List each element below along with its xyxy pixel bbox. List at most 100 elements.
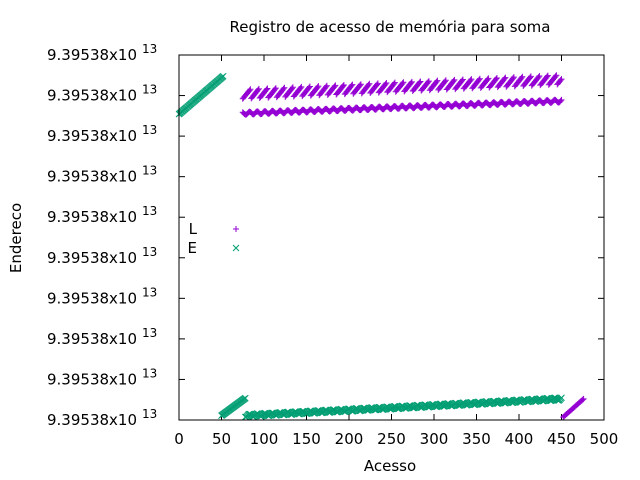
point-marker [219,72,227,80]
x-axis-label: Acesso [364,457,416,475]
point-marker [510,75,517,82]
point-marker [408,78,415,85]
point-marker [340,83,347,90]
point-marker [323,83,330,90]
y-tick-label: 9.39538x10 13 [47,407,157,429]
chart-title: Registro de acesso de memória para soma [230,18,551,36]
point-marker [272,86,279,93]
point-marker [459,76,466,83]
point-marker [255,86,262,93]
point-marker [442,77,449,84]
point-marker [340,81,347,88]
point-marker [391,79,398,86]
point-marker [297,84,304,91]
x-tick-label: 350 [462,430,491,448]
point-marker [247,86,254,93]
point-marker [332,82,339,89]
point-marker [391,80,398,87]
point-marker [366,80,373,87]
point-marker [579,396,586,403]
point-marker [501,75,508,82]
point-marker [450,77,457,84]
point-marker [408,79,415,86]
point-marker [357,81,364,88]
y-tick-exponent: 13 [142,164,157,178]
point-marker [544,72,551,79]
point-marker [383,80,390,87]
point-marker [467,77,474,84]
point-marker [442,78,449,85]
x-tick-label: 300 [420,430,449,448]
point-marker [459,77,466,84]
point-marker [493,76,500,83]
point-marker [232,244,240,252]
x-tick-label: 500 [590,430,619,448]
point-marker [425,78,432,85]
point-marker [314,84,321,91]
y-tick-label: 9.39538x10 13 [47,164,157,186]
point-marker [323,82,330,89]
point-marker [382,81,389,88]
point-marker [246,87,253,94]
legend-label-L: L [189,220,198,238]
point-marker [557,77,564,84]
point-marker [306,83,313,90]
point-marker [493,74,500,81]
point-marker [289,84,296,91]
point-marker [552,73,559,80]
point-marker [476,75,483,82]
point-marker [519,73,526,80]
y-tick-exponent: 13 [142,83,157,97]
point-marker [331,83,338,90]
point-marker [451,76,458,83]
point-marker [536,73,543,80]
point-marker [281,84,288,91]
point-marker [264,85,271,92]
y-tick-exponent: 13 [142,326,157,340]
point-marker [365,81,372,88]
y-tick-label: 9.39538x10 13 [47,123,157,145]
point-marker [527,73,534,80]
y-axis-label: Endereco [7,203,25,273]
point-marker [484,76,491,83]
y-tick-label: 9.39538x10 13 [47,326,157,348]
point-marker [315,83,322,90]
point-marker [374,80,381,87]
point-marker [241,394,249,402]
point-marker [527,74,534,81]
point-marker [485,75,492,82]
y-tick-exponent: 13 [142,204,157,218]
point-marker [510,74,517,81]
point-marker [434,77,441,84]
y-tick-exponent: 13 [142,123,157,137]
y-tick-label: 9.39538x10 13 [47,285,157,307]
point-marker [255,85,262,92]
data-points [175,72,587,421]
legend: LE [188,220,240,257]
point-marker [233,226,239,232]
point-marker [272,85,279,92]
y-tick-label: 9.39538x10 13 [47,366,157,388]
y-tick-label: 9.39538x10 13 [47,42,157,64]
x-tick-label: 200 [335,430,364,448]
series-L [239,72,587,421]
x-tick-label: 250 [377,430,406,448]
point-marker [263,86,270,93]
point-marker [433,78,440,85]
point-marker [553,72,560,79]
x-tick-label: 100 [250,430,279,448]
point-marker [502,74,509,81]
point-marker [416,79,423,86]
point-marker [348,82,355,89]
point-marker [417,78,424,85]
y-tick-label: 9.39538x10 13 [47,204,157,226]
y-tick-exponent: 13 [142,42,157,56]
x-tick-label: 0 [174,430,184,448]
point-marker [518,74,525,81]
point-marker [535,74,542,81]
series-E [175,72,565,421]
point-marker [558,394,565,402]
y-tick-label: 9.39538x10 13 [47,83,157,105]
point-marker [400,79,407,86]
